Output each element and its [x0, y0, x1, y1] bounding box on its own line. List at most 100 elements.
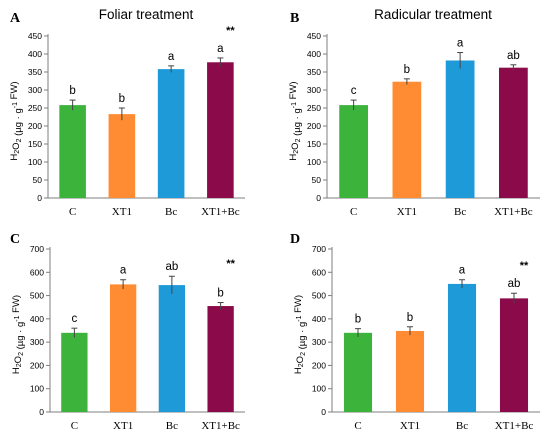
y-tick-label: 400	[28, 49, 42, 59]
significance-annotation: **	[226, 25, 235, 37]
significance-letter: b	[119, 93, 125, 105]
bar-xt1-bc	[207, 306, 234, 412]
x-tick-label: C	[350, 206, 357, 218]
y-axis-label: H2O2 (µg · g-1 FW)	[288, 81, 303, 160]
bar-c	[343, 332, 373, 412]
significance-letter: b	[404, 64, 410, 76]
y-tick-label: 450	[28, 31, 42, 41]
y-tick-label: 300	[312, 337, 326, 347]
chart-panel-a: A Foliar treatment 0 50 100 150 200 250 300 350 40…	[9, 7, 245, 218]
y-tick-label: 700	[30, 244, 44, 254]
y-tick-label: 500	[312, 291, 326, 301]
y-tick-label: 150	[28, 139, 42, 149]
x-tick-label: C	[69, 206, 76, 218]
significance-letter: b	[407, 312, 413, 324]
bar-c	[59, 105, 86, 198]
y-axis-label: H2O2 (µg · g-1 FW)	[9, 81, 24, 160]
y-tick-label: 400	[307, 49, 321, 59]
y-tick-label: 0	[316, 193, 321, 203]
y-tick-label: 100	[30, 384, 44, 394]
y-axis-label: H2O2 (µg · g-1 FW)	[293, 295, 308, 374]
bar-xt1-bc	[499, 298, 529, 412]
y-tick-label: 250	[307, 103, 321, 113]
panel-letter: D	[290, 232, 300, 247]
x-tick-label: XT1	[400, 420, 420, 432]
panel-title: Foliar treatment	[99, 7, 194, 22]
x-tick-label: XT1+Bc	[201, 206, 240, 218]
y-tick-label: 100	[28, 157, 42, 167]
y-tick-label: 700	[312, 244, 326, 254]
y-axis-label: H2O2 (µg · g-1 FW)	[11, 295, 26, 374]
y-tick-label: 100	[312, 384, 326, 394]
y-tick-label: 450	[307, 31, 321, 41]
panel-letter: A	[10, 11, 21, 26]
x-tick-label: Bc	[454, 206, 466, 218]
bar-xt1	[109, 284, 137, 412]
y-tick-label: 0	[39, 407, 44, 417]
chart-panel-b: B Radicular treatment 0 50 100 150 200 250 300 35…	[288, 7, 540, 218]
y-tick-label: 200	[307, 121, 321, 131]
y-tick-label: 0	[321, 407, 326, 417]
chart-panel-d: D 0 100 200 300 400 500 600 700 H2O2 (µg · g-1 FW…	[290, 232, 540, 432]
significance-letter: b	[69, 85, 75, 97]
bar-bc	[157, 69, 185, 199]
significance-letter: a	[459, 265, 466, 277]
y-tick-label: 150	[307, 139, 321, 149]
y-tick-label: 300	[28, 85, 42, 95]
y-tick-label: 50	[312, 175, 322, 185]
significance-letter: ab	[507, 50, 520, 62]
significance-letter: b	[217, 288, 223, 300]
x-tick-label: XT1+Bc	[494, 206, 533, 218]
y-tick-label: 200	[30, 360, 44, 370]
x-tick-label: Bc	[166, 420, 178, 432]
significance-letter: c	[72, 313, 78, 325]
x-tick-label: C	[354, 420, 361, 432]
x-tick-label: Bc	[456, 420, 468, 432]
bar-xt1-bc	[207, 62, 234, 198]
bar-xt1	[392, 81, 422, 198]
significance-letter: a	[168, 51, 175, 63]
y-tick-label: 500	[30, 291, 44, 301]
panel-letter: C	[10, 232, 20, 247]
chart-panel-c: C 0 100 200 300 400 500 600 700 H2O2 (µg · g-1 FW…	[10, 232, 245, 432]
y-tick-label: 350	[28, 67, 42, 77]
y-tick-label: 400	[312, 314, 326, 324]
bar-bc	[158, 285, 186, 412]
y-tick-label: 350	[307, 67, 321, 77]
x-tick-label: XT1	[112, 206, 132, 218]
y-tick-label: 300	[307, 85, 321, 95]
significance-letter: ab	[165, 261, 178, 273]
y-tick-label: 600	[30, 267, 44, 277]
bar-c	[61, 332, 88, 412]
significance-annotation: **	[520, 260, 529, 272]
y-tick-label: 200	[312, 360, 326, 370]
x-tick-label: XT1	[397, 206, 417, 218]
x-tick-label: Bc	[165, 206, 177, 218]
panel-title: Radicular treatment	[374, 7, 492, 22]
bar-bc	[445, 60, 475, 199]
significance-letter: a	[457, 38, 464, 50]
bar-xt1	[395, 330, 425, 412]
y-tick-label: 300	[30, 337, 44, 347]
panel-letter: B	[290, 11, 299, 26]
significance-letter: a	[217, 43, 224, 55]
x-tick-label: XT1+Bc	[201, 420, 240, 432]
y-tick-label: 250	[28, 103, 42, 113]
y-tick-label: 100	[307, 157, 321, 167]
x-tick-label: C	[71, 420, 78, 432]
x-tick-label: XT1	[113, 420, 133, 432]
bar-bc	[447, 283, 477, 412]
significance-letter: c	[351, 85, 357, 97]
y-tick-label: 50	[33, 175, 43, 185]
significance-letter: ab	[508, 278, 521, 290]
bar-xt1-bc	[498, 67, 528, 199]
significance-letter: b	[355, 314, 361, 326]
bar-xt1	[108, 114, 136, 198]
y-tick-label: 400	[30, 314, 44, 324]
y-tick-label: 0	[37, 193, 42, 203]
bar-c	[339, 105, 369, 198]
y-tick-label: 200	[28, 121, 42, 131]
significance-annotation: **	[226, 258, 235, 270]
y-tick-label: 600	[312, 267, 326, 277]
